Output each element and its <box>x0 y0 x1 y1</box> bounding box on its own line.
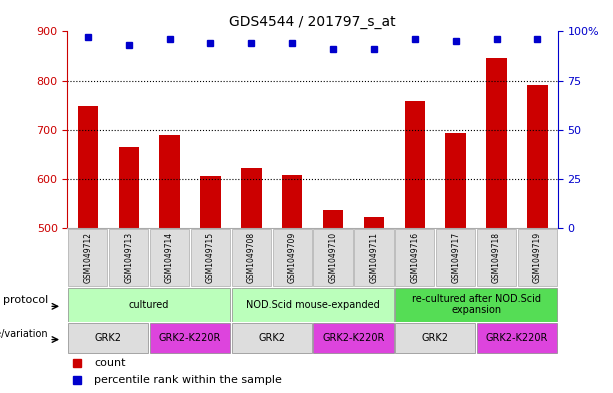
Text: GRK2: GRK2 <box>95 333 122 343</box>
Bar <box>200 176 221 228</box>
Bar <box>405 101 425 228</box>
Bar <box>78 106 98 228</box>
Text: GRK2: GRK2 <box>422 333 449 343</box>
Bar <box>323 210 343 228</box>
Bar <box>395 288 557 321</box>
Bar <box>395 323 475 353</box>
Text: GSM1049717: GSM1049717 <box>451 232 460 283</box>
Bar <box>109 228 148 286</box>
Text: GSM1049713: GSM1049713 <box>124 232 133 283</box>
Bar <box>68 288 230 321</box>
Bar <box>477 323 557 353</box>
Bar <box>313 228 352 286</box>
Bar <box>241 168 262 228</box>
Bar <box>527 86 547 228</box>
Text: NOD.Scid mouse-expanded: NOD.Scid mouse-expanded <box>246 299 379 310</box>
Text: GSM1049718: GSM1049718 <box>492 232 501 283</box>
Bar <box>232 323 312 353</box>
Bar <box>364 217 384 228</box>
Text: GSM1049708: GSM1049708 <box>247 232 256 283</box>
Text: GSM1049715: GSM1049715 <box>206 232 215 283</box>
Bar <box>68 228 107 286</box>
Text: cultured: cultured <box>129 299 169 310</box>
Bar <box>273 228 312 286</box>
Bar <box>150 228 189 286</box>
Text: GSM1049714: GSM1049714 <box>165 232 174 283</box>
Text: percentile rank within the sample: percentile rank within the sample <box>94 375 282 385</box>
Bar <box>518 228 557 286</box>
Text: count: count <box>94 358 126 367</box>
Bar <box>232 288 394 321</box>
Text: re-cultured after NOD.Scid
expansion: re-cultured after NOD.Scid expansion <box>411 294 541 315</box>
Bar <box>159 135 180 228</box>
Bar <box>446 133 466 228</box>
Text: GSM1049709: GSM1049709 <box>287 232 297 283</box>
Text: GRK2-K220R: GRK2-K220R <box>159 333 221 343</box>
Bar <box>118 147 139 228</box>
Bar <box>354 228 394 286</box>
Text: genotype/variation: genotype/variation <box>0 329 48 339</box>
Bar <box>395 228 435 286</box>
Text: GSM1049710: GSM1049710 <box>329 232 338 283</box>
Text: GSM1049711: GSM1049711 <box>370 232 378 283</box>
Bar <box>436 228 475 286</box>
Text: protocol: protocol <box>3 295 48 305</box>
Text: GRK2-K220R: GRK2-K220R <box>485 333 548 343</box>
Bar <box>282 175 302 228</box>
Title: GDS4544 / 201797_s_at: GDS4544 / 201797_s_at <box>229 15 396 29</box>
Bar <box>313 323 394 353</box>
Text: GRK2-K220R: GRK2-K220R <box>322 333 385 343</box>
Text: GRK2: GRK2 <box>258 333 285 343</box>
Bar <box>477 228 516 286</box>
Text: GSM1049716: GSM1049716 <box>410 232 419 283</box>
Bar <box>68 323 148 353</box>
Bar <box>486 59 507 228</box>
Bar <box>232 228 271 286</box>
Bar <box>150 323 230 353</box>
Text: GSM1049719: GSM1049719 <box>533 232 542 283</box>
Text: GSM1049712: GSM1049712 <box>83 232 93 283</box>
Bar <box>191 228 230 286</box>
